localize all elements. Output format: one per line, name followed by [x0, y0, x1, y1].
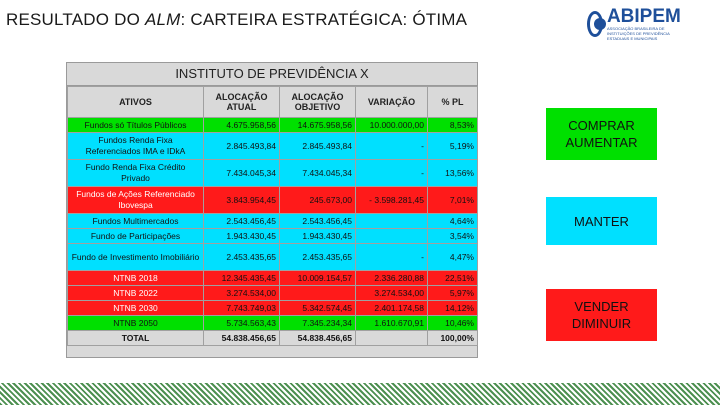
- pl-cell: 4,47%: [427, 243, 478, 271]
- decrease-label: DIMINUIR: [571, 316, 632, 331]
- total-asset-cell: TOTAL: [67, 330, 204, 346]
- asset-cell: Fundo de Investimento Imobiliário: [67, 243, 204, 271]
- asset-cell: NTNB 2030: [67, 300, 204, 316]
- pl-cell: 5,19%: [427, 132, 478, 160]
- total-pl-cell: 100,00%: [427, 330, 478, 346]
- atual-cell: 7.434.045,34: [203, 159, 280, 187]
- pl-cell: 10,46%: [427, 315, 478, 331]
- atual-cell: 5.734.563,43: [203, 315, 280, 331]
- table-row: Fundo de Investimento Imobiliário 2.453.4…: [67, 243, 478, 271]
- table-row: NTNB 2050 5.734.563,43 7.345.234,34 1.610.6…: [67, 315, 478, 331]
- pl-cell: 5,97%: [427, 285, 478, 301]
- variacao-cell: -: [355, 243, 428, 271]
- keep-label: MANTER: [574, 213, 629, 229]
- atual-cell: 3.274.534,00: [203, 285, 280, 301]
- variacao-cell: -: [355, 159, 428, 187]
- variacao-cell: 3.274.534,00: [355, 285, 428, 301]
- objetivo-cell: [279, 285, 356, 301]
- header-pl: % PL: [427, 86, 478, 118]
- atual-cell: 3.843.954,45: [203, 186, 280, 214]
- objetivo-cell: 7.345.234,34: [279, 315, 356, 331]
- logo-name: ABIPEM: [606, 6, 681, 27]
- asset-cell: NTNB 2022: [67, 285, 204, 301]
- total-objetivo-cell: 54.838.456,65: [279, 330, 356, 346]
- pl-cell: 4,64%: [427, 213, 478, 229]
- variacao-cell: -: [355, 132, 428, 160]
- pl-cell: 3,54%: [427, 228, 478, 244]
- atual-cell: 2.845.493,84: [203, 132, 280, 160]
- pl-cell: 22,51%: [427, 270, 478, 286]
- buy-label: COMPRAR: [568, 118, 635, 133]
- table-row: NTNB 2018 12.345.435,45 10.009.154,57 2.336…: [67, 270, 478, 286]
- asset-cell: Fundos só Títulos Públicos: [67, 117, 204, 133]
- table-row: Fundos Renda Fixa Referenciados IMA e ID…: [67, 132, 478, 160]
- portfolio-table: INSTITUTO DE PREVIDÊNCIA X ATIVOS ALOCAÇ…: [66, 62, 478, 358]
- table-row: Fundo Renda Fixa Crédito Privado 7.434.04…: [67, 159, 478, 187]
- variacao-cell: 10.000.000,00: [355, 117, 428, 133]
- table-row: Fundo de Participações 1.943.430,45 1.943.…: [67, 228, 478, 244]
- total-row: TOTAL 54.838.456,65 54.838.456,65 100,00%: [67, 330, 478, 346]
- variacao-cell: [355, 228, 428, 244]
- header-alocacao-objetivo: ALOCAÇÃO OBJETIVO: [279, 86, 356, 118]
- buy-increase-box: COMPRAR AUMENTAR: [546, 108, 657, 160]
- variacao-cell: 1.610.670,91: [355, 315, 428, 331]
- sell-label: VENDER: [574, 299, 629, 314]
- asset-cell: Fundos de Ações Referenciado Ibovespa: [67, 186, 204, 214]
- pl-cell: 8,53%: [427, 117, 478, 133]
- logo-subtitle: ASSOCIAÇÃO BRASILEIRA DE INSTITUIÇÕES DE…: [606, 26, 670, 41]
- table-row: NTNB 2030 7.743.749,03 5.342.574,45 2.401.1…: [67, 300, 478, 316]
- table-row: Fundos Multimercados 2.543.456,45 2.543.45…: [67, 213, 478, 229]
- increase-label: AUMENTAR: [565, 135, 638, 150]
- variacao-cell: 2.336.280,88: [355, 270, 428, 286]
- asset-cell: NTNB 2050: [67, 315, 204, 331]
- objetivo-cell: 2.453.435,65: [279, 243, 356, 271]
- total-variacao-cell: [355, 330, 428, 346]
- atual-cell: 4.675.958,56: [203, 117, 280, 133]
- objetivo-cell: 2.543.456,45: [279, 213, 356, 229]
- decorative-stripes: [0, 383, 720, 405]
- objetivo-cell: 14.675.958,56: [279, 117, 356, 133]
- title-suffix: : CARTEIRA ESTRATÉGICA: ÓTIMA: [180, 10, 468, 29]
- asset-cell: NTNB 2018: [67, 270, 204, 286]
- pl-cell: 7,01%: [427, 186, 478, 214]
- allocation-table: ATIVOS ALOCAÇÃO ATUAL ALOCAÇÃO OBJETIVO …: [67, 86, 478, 346]
- objetivo-cell: 245.673,00: [279, 186, 356, 214]
- header-ativos: ATIVOS: [67, 86, 204, 118]
- asset-cell: Fundos Multimercados: [67, 213, 204, 229]
- atual-cell: 1.943.430,45: [203, 228, 280, 244]
- table-row: Fundos de Ações Referenciado Ibovespa 3.8…: [67, 186, 478, 214]
- objetivo-cell: 5.342.574,45: [279, 300, 356, 316]
- atual-cell: 7.743.749,03: [203, 300, 280, 316]
- abipem-logo: ABIPEM ASSOCIAÇÃO BRASILEIRA DE INSTITUI…: [587, 6, 693, 42]
- pl-cell: 14,12%: [427, 300, 478, 316]
- variacao-cell: - 3.598.281,45: [355, 186, 428, 214]
- objetivo-cell: 2.845.493,84: [279, 132, 356, 160]
- asset-cell: Fundo de Participações: [67, 228, 204, 244]
- asset-cell: Fundos Renda Fixa Referenciados IMA e ID…: [67, 132, 204, 160]
- variacao-cell: 2.401.174,58: [355, 300, 428, 316]
- header-variacao: VARIAÇÃO: [355, 86, 428, 118]
- logo-mark-icon: [587, 11, 606, 37]
- pl-cell: 13,56%: [427, 159, 478, 187]
- variacao-cell: [355, 213, 428, 229]
- slide-title: RESULTADO DO ALM: CARTEIRA ESTRATÉGICA: …: [6, 10, 467, 30]
- sell-decrease-box: VENDER DIMINUIR: [546, 289, 657, 341]
- objetivo-cell: 1.943.430,45: [279, 228, 356, 244]
- atual-cell: 12.345.435,45: [203, 270, 280, 286]
- objetivo-cell: 7.434.045,34: [279, 159, 356, 187]
- table-title: INSTITUTO DE PREVIDÊNCIA X: [67, 63, 477, 86]
- total-atual-cell: 54.838.456,65: [203, 330, 280, 346]
- atual-cell: 2.453.435,65: [203, 243, 280, 271]
- objetivo-cell: 10.009.154,57: [279, 270, 356, 286]
- keep-box: MANTER: [546, 197, 657, 245]
- asset-cell: Fundo Renda Fixa Crédito Privado: [67, 159, 204, 187]
- atual-cell: 2.543.456,45: [203, 213, 280, 229]
- title-prefix: RESULTADO DO: [6, 10, 145, 29]
- table-row: Fundos só Títulos Públicos 4.675.958,56 14…: [67, 117, 478, 133]
- title-alm: ALM: [144, 10, 181, 29]
- table-row: NTNB 2022 3.274.534,00 3.274.534,00 5,97%: [67, 285, 478, 301]
- header-alocacao-atual: ALOCAÇÃO ATUAL: [203, 86, 280, 118]
